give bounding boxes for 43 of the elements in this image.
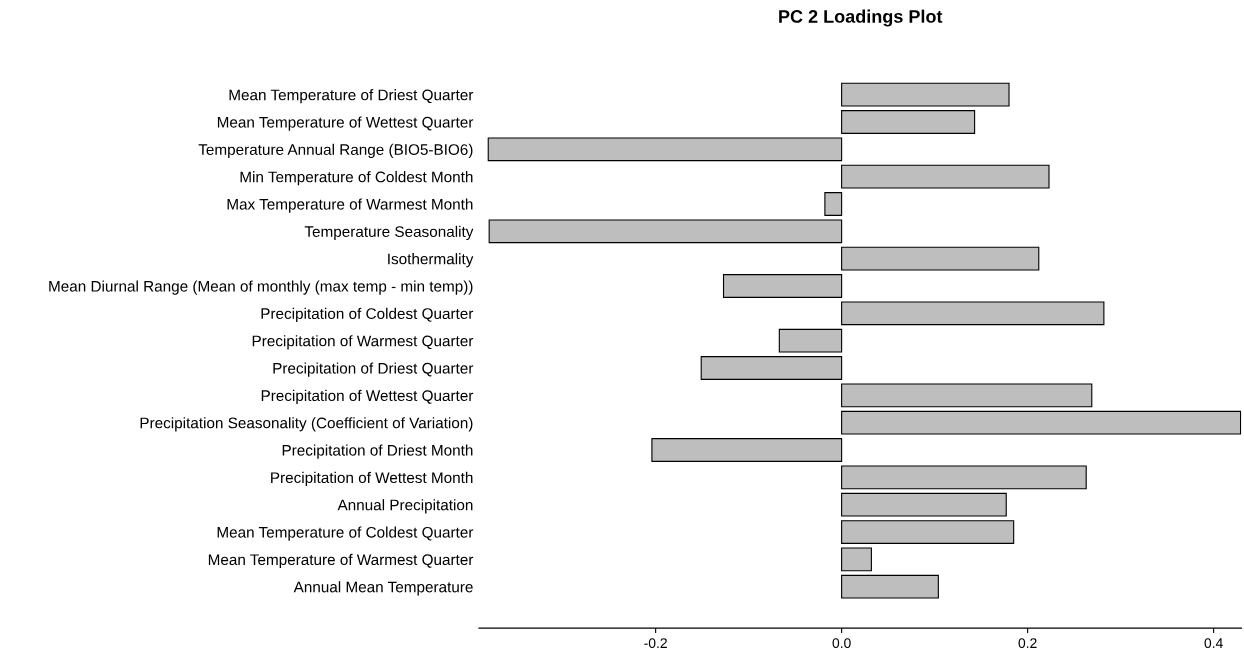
y-tick-label: Precipitation Seasonality (Coefficient of Variation)	[140, 417, 473, 432]
y-tick-label: Mean Temperature of Driest Quarter	[229, 89, 474, 104]
x-tick-label: 0.4	[1204, 638, 1223, 649]
y-tick-label: Precipitation of Wettest Quarter	[261, 389, 474, 405]
y-tick-label: Precipitation of Driest Quarter	[273, 362, 474, 377]
bar	[824, 192, 843, 216]
y-tick-label: Annual Precipitation	[337, 499, 473, 514]
bar	[841, 410, 1242, 435]
y-tick-label: Min Temperature of Coldest Month	[240, 171, 473, 186]
y-tick-label: Isothermality	[388, 253, 474, 268]
bar	[841, 301, 1105, 326]
bar	[841, 492, 1007, 517]
bar	[841, 110, 976, 134]
bar	[841, 164, 1050, 189]
x-tick-label: 0.2	[1018, 638, 1037, 649]
y-tick-label: Precipitation of Wettest Month	[271, 471, 473, 487]
y-tick-label: Max Temperature of Warmest Month	[227, 198, 473, 213]
y-tick-label: Precipitation of Warmest Quarter	[252, 335, 474, 350]
bar	[487, 137, 843, 162]
y-tick-label: Mean Diurnal Range (Mean of monthly (max temp - min temp))	[49, 280, 473, 295]
bar	[841, 547, 872, 572]
bar	[778, 328, 843, 353]
bar	[841, 465, 1087, 490]
bar	[841, 520, 1015, 544]
y-tick-label: Annual Mean Temperature	[293, 581, 473, 596]
x-tick-label: 0.0	[832, 638, 851, 649]
y-tick-label: Mean Temperature of Coldest Quarter	[217, 526, 474, 541]
y-tick-label: Mean Temperature of Warmest Quarter	[208, 553, 474, 569]
bar	[841, 574, 939, 599]
bar	[651, 438, 843, 462]
chart-title: PC 2 Loadings Plot	[779, 9, 943, 27]
bar	[700, 356, 843, 380]
bar	[841, 82, 1010, 107]
y-tick-label: Mean Temperature of Wettest Quarter	[217, 116, 474, 131]
y-tick-label: Precipitation of Driest Month	[282, 444, 473, 459]
bar	[841, 246, 1040, 271]
bar	[841, 383, 1093, 408]
x-tick-label: -0.2	[644, 638, 667, 649]
y-tick-label: Temperature Annual Range (BIO5-BIO6)	[198, 143, 473, 159]
y-tick-label: Precipitation of Coldest Quarter	[261, 307, 474, 323]
bar	[722, 274, 843, 298]
y-tick-label: Temperature Seasonality	[304, 225, 474, 241]
bar	[488, 219, 843, 244]
